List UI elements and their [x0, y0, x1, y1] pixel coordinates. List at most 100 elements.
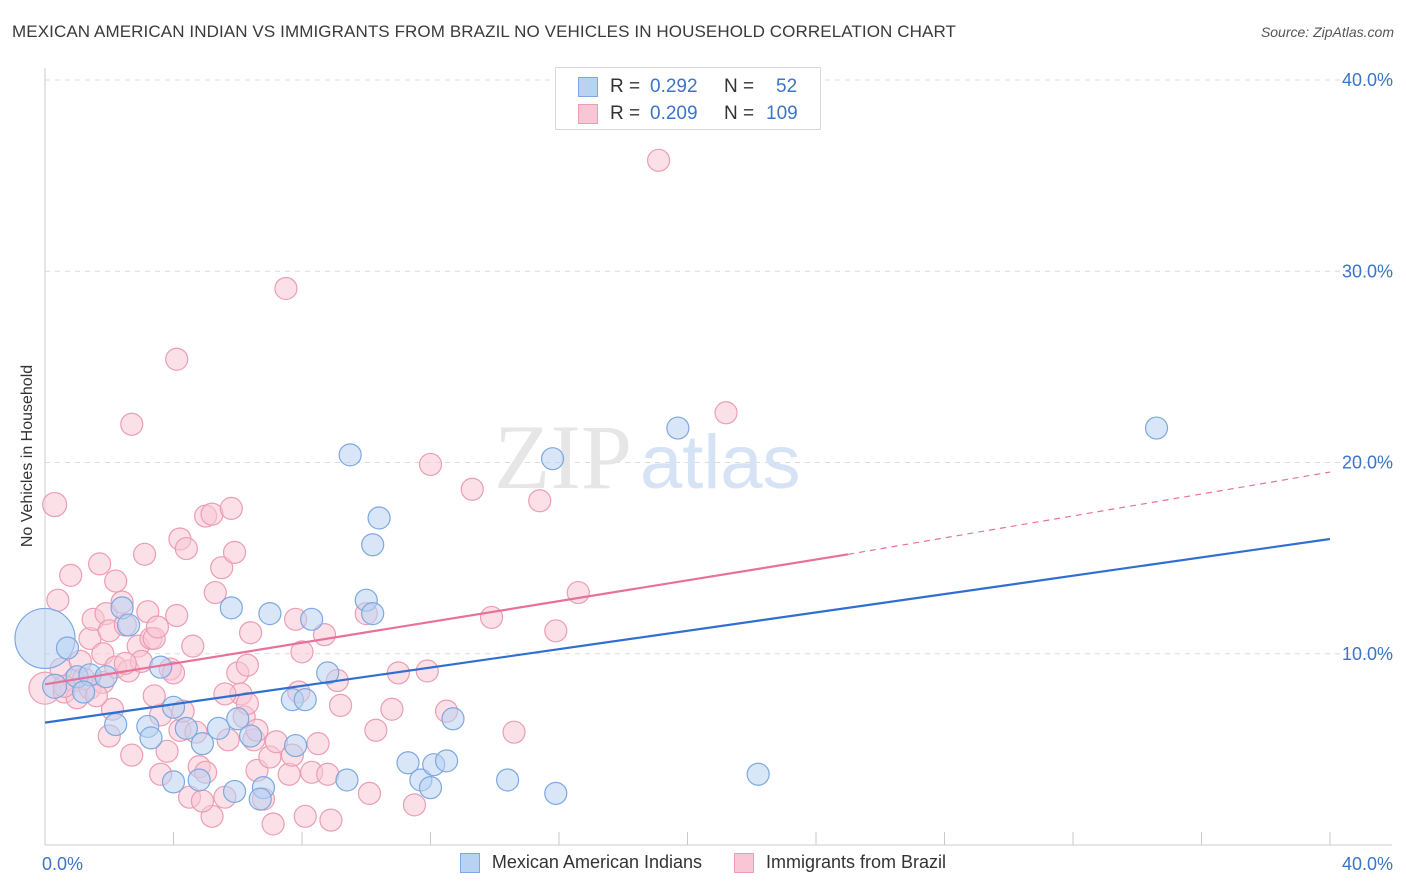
- data-point: [434, 749, 459, 773]
- watermark-atlas: atlas: [640, 420, 801, 505]
- data-point: [261, 812, 285, 836]
- data-point: [293, 688, 317, 712]
- data-point: [71, 680, 96, 704]
- data-point: [544, 781, 568, 805]
- data-point: [161, 695, 186, 719]
- data-point: [293, 804, 317, 828]
- data-point: [116, 613, 141, 637]
- data-point: [367, 506, 391, 530]
- trend-line-immigrants-from-brazil: [44, 553, 849, 686]
- legend-r-label: R =: [610, 76, 641, 97]
- data-point: [213, 682, 237, 706]
- data-point: [42, 673, 68, 699]
- data-point: [46, 588, 70, 612]
- data-point: [274, 276, 298, 301]
- data-point: [361, 601, 385, 626]
- legend-label: Mexican American Indians: [491, 852, 703, 872]
- data-point: [161, 770, 186, 794]
- gridlines: [45, 79, 1392, 655]
- data-point: [380, 697, 404, 721]
- x-tick-label: 40.0%: [1342, 854, 1393, 874]
- data-point: [277, 762, 301, 786]
- legend-r-value: 0.292: [650, 76, 698, 97]
- legend-r-value: 0.209: [650, 103, 698, 124]
- legend-swatch-pink: [734, 852, 755, 873]
- data-point: [239, 621, 263, 645]
- data-point: [155, 739, 179, 763]
- data-point: [666, 416, 690, 440]
- data-point: [319, 808, 343, 832]
- data-point: [544, 619, 568, 643]
- data-point: [181, 634, 205, 658]
- data-point: [88, 552, 112, 576]
- data-point: [364, 718, 388, 742]
- data-point: [283, 733, 308, 758]
- legend-r-label: R =: [610, 103, 641, 124]
- data-point: [120, 412, 144, 436]
- data-point: [210, 556, 234, 580]
- x-tick-label: 0.0%: [42, 854, 83, 874]
- source-credit: Source: ZipAtlas.com: [1260, 24, 1394, 40]
- data-point: [219, 496, 243, 520]
- data-point: [42, 491, 68, 518]
- series-legend: Mexican American Indians Immigrants from…: [0, 852, 1406, 873]
- data-point: [357, 781, 382, 805]
- data-point: [203, 580, 227, 605]
- data-point: [104, 712, 128, 737]
- data-point: [528, 489, 552, 513]
- data-point: [316, 762, 340, 786]
- tick-labels: 10.0% 20.0% 30.0% 40.0% 0.0% 40.0%: [42, 70, 1393, 874]
- data-point: [258, 601, 282, 626]
- data-point: [187, 768, 211, 792]
- data-point: [239, 724, 263, 748]
- data-point: [402, 793, 427, 817]
- data-point: [222, 540, 247, 564]
- trend-line-extension-brazil: [848, 471, 1331, 555]
- data-point: [1144, 416, 1169, 440]
- data-point: [502, 720, 526, 744]
- legend-item-immigrants-from-brazil[interactable]: Immigrants from Brazil: [734, 852, 946, 873]
- data-point: [132, 542, 157, 566]
- series-mexican-american-indians: [14, 416, 1169, 811]
- legend-swatch-blue: [459, 852, 480, 873]
- legend-swatch-pink: [578, 104, 598, 124]
- legend-n-value: 52: [776, 76, 798, 97]
- data-point: [418, 452, 443, 477]
- y-tick-label: 40.0%: [1342, 70, 1393, 90]
- axes: [44, 68, 1392, 846]
- data-point: [219, 596, 243, 620]
- data-point: [190, 789, 215, 813]
- data-point: [441, 707, 465, 731]
- legend-item-mexican-american-indians[interactable]: Mexican American Indians: [459, 852, 703, 873]
- data-point: [104, 569, 128, 593]
- data-point: [335, 768, 359, 792]
- data-point: [746, 762, 770, 786]
- legend-row-mexican: R = 0.292 N = 52: [578, 74, 797, 100]
- trend-line-mexican-american-indians: [44, 537, 1331, 724]
- legend-row-brazil: R = 0.209 N = 109: [578, 101, 798, 127]
- legend-n-label: N =: [724, 103, 755, 124]
- legend-n-label: N =: [724, 76, 755, 97]
- data-point: [174, 716, 198, 740]
- chart-title: MEXICAN AMERICAN INDIAN VS IMMIGRANTS FR…: [12, 22, 957, 41]
- y-tick-label: 30.0%: [1342, 261, 1393, 281]
- y-tick-label: 10.0%: [1342, 644, 1393, 664]
- data-point: [646, 148, 671, 172]
- legend-swatch-blue: [578, 77, 598, 97]
- data-point: [142, 684, 166, 708]
- data-point: [415, 659, 439, 683]
- legend-label: Immigrants from Brazil: [766, 852, 947, 872]
- data-point: [540, 447, 565, 471]
- data-point: [235, 653, 259, 677]
- data-point: [226, 707, 250, 731]
- data-point: [306, 732, 330, 756]
- data-point: [120, 743, 144, 767]
- data-point: [328, 693, 353, 717]
- data-point: [165, 347, 189, 371]
- data-point: [248, 787, 272, 811]
- y-tick-label: 20.0%: [1342, 453, 1393, 473]
- data-point: [316, 661, 340, 685]
- data-point: [165, 603, 189, 628]
- data-point: [174, 536, 198, 561]
